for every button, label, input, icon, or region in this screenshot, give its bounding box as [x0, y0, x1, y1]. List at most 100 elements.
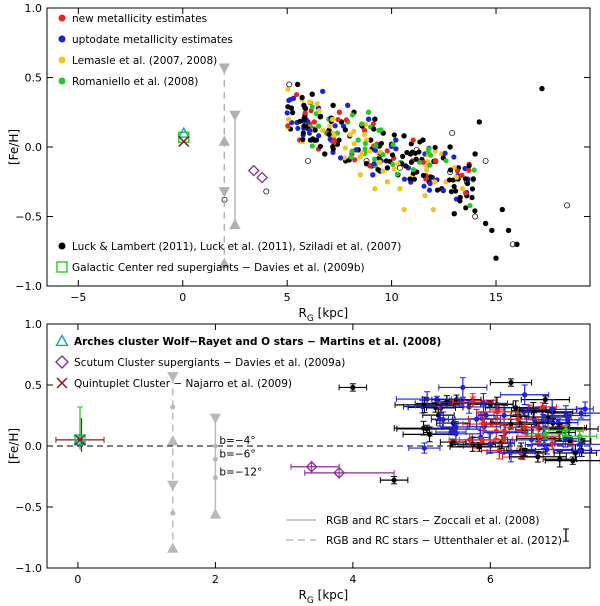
cloud-point — [341, 155, 347, 161]
zoccali-marker — [209, 508, 222, 519]
cloud-point — [297, 118, 303, 124]
point-0 — [489, 227, 495, 234]
cloud-point — [309, 104, 315, 110]
point-3 — [401, 206, 407, 213]
b-dot — [212, 456, 218, 462]
y-tick-label: −0.5 — [15, 501, 42, 514]
cloud-point — [401, 176, 408, 182]
y-tick-label: 0.5 — [25, 72, 43, 85]
cloud-point — [285, 123, 291, 129]
cloud-point — [307, 127, 313, 134]
blue-point — [522, 392, 528, 398]
black-point — [508, 379, 514, 386]
gc-cross — [74, 434, 86, 446]
red-point — [515, 416, 521, 422]
legend-label: Galactic Center red supergiants − Davies… — [72, 262, 365, 274]
point-0 — [472, 151, 478, 157]
cloud-point — [378, 140, 384, 147]
point-2 — [345, 102, 351, 109]
open-point — [363, 157, 370, 164]
cloud-point — [428, 152, 434, 158]
legend-marker — [58, 242, 66, 250]
cloud-point — [287, 96, 293, 103]
cloud-point — [427, 162, 433, 168]
y-tick-label: −1.0 — [15, 280, 42, 293]
legend-marker — [55, 355, 69, 369]
cloud-point — [371, 161, 377, 167]
bulge-marker — [218, 135, 231, 146]
red-point — [480, 421, 487, 427]
cloud-point — [307, 99, 313, 105]
cloud-point — [380, 168, 386, 174]
y-axis-label: [Fe/H] — [7, 428, 21, 464]
y-tick-label: −1.0 — [15, 562, 42, 575]
x-tick-label: −5 — [70, 291, 86, 304]
cloud-point — [293, 92, 300, 98]
cloud-point — [285, 104, 291, 110]
scutum-diamond — [305, 460, 318, 473]
cloud-point — [372, 147, 378, 153]
point-2 — [370, 172, 376, 178]
green-point — [577, 433, 583, 439]
cloud-point — [351, 128, 357, 134]
cloud-point — [362, 131, 368, 137]
x-axis-label: RG [kpc] — [299, 588, 349, 606]
cluster-point — [567, 438, 573, 444]
cloud-point — [432, 179, 438, 185]
cloud-point — [342, 145, 348, 151]
cloud-point — [417, 139, 423, 145]
cloud-point — [451, 183, 457, 190]
cloud-point — [404, 149, 410, 156]
y-tick-label: 0.5 — [25, 379, 43, 392]
cloud-point — [327, 123, 333, 129]
cluster-point — [521, 409, 527, 415]
cloud-point — [466, 167, 472, 173]
point-0 — [482, 220, 489, 227]
open-point — [463, 178, 470, 185]
cloud-point — [472, 208, 478, 214]
top-panel: −5 0 5 10 15 −1.0 −0.5 0.0 0.5 1.0 RG [kpc] [Fe/H] n… — [7, 2, 591, 324]
point-0 — [476, 119, 483, 125]
scutum-diamond — [247, 164, 260, 177]
cloud-point — [295, 125, 301, 131]
cloud-point — [362, 146, 368, 152]
cloud-point — [337, 155, 344, 161]
cloud-point — [462, 176, 469, 182]
cloud-point — [311, 137, 317, 143]
cloud-point — [302, 105, 309, 111]
y-tick-label: 1.0 — [25, 2, 43, 15]
y-tick-label: 1.0 — [25, 318, 43, 331]
cloud-point — [326, 131, 332, 137]
cloud-point — [375, 166, 381, 173]
open-point — [482, 157, 489, 164]
cloud-point — [300, 136, 306, 143]
red-point — [467, 437, 473, 443]
y-tick-label: 0.0 — [25, 141, 43, 154]
cluster-point — [578, 410, 584, 416]
open-point — [564, 202, 570, 209]
cloud-point — [317, 143, 324, 150]
cloud-point — [342, 127, 349, 133]
b-label: b=−12° — [219, 467, 262, 479]
point-0 — [493, 255, 499, 261]
cloud-point — [349, 112, 355, 118]
legend-label: Lemasle et al. (2007, 2008) — [72, 55, 217, 67]
cloud-point — [285, 116, 292, 123]
cloud-point — [410, 137, 416, 143]
cloud-point — [470, 176, 476, 182]
cloud-point — [446, 177, 453, 183]
cloud-point — [411, 176, 418, 182]
cloud-point — [432, 144, 438, 151]
black-point — [391, 477, 397, 483]
point-0 — [309, 91, 315, 97]
black-point — [542, 397, 548, 403]
cloud-point — [302, 110, 308, 116]
point-0 — [372, 116, 378, 122]
cloud-point — [432, 158, 439, 164]
x-tick-label: 4 — [349, 573, 356, 586]
cloud-point — [457, 194, 463, 201]
cloud-point — [427, 180, 433, 187]
cloud-point — [467, 202, 473, 209]
cloud-point — [307, 137, 314, 143]
